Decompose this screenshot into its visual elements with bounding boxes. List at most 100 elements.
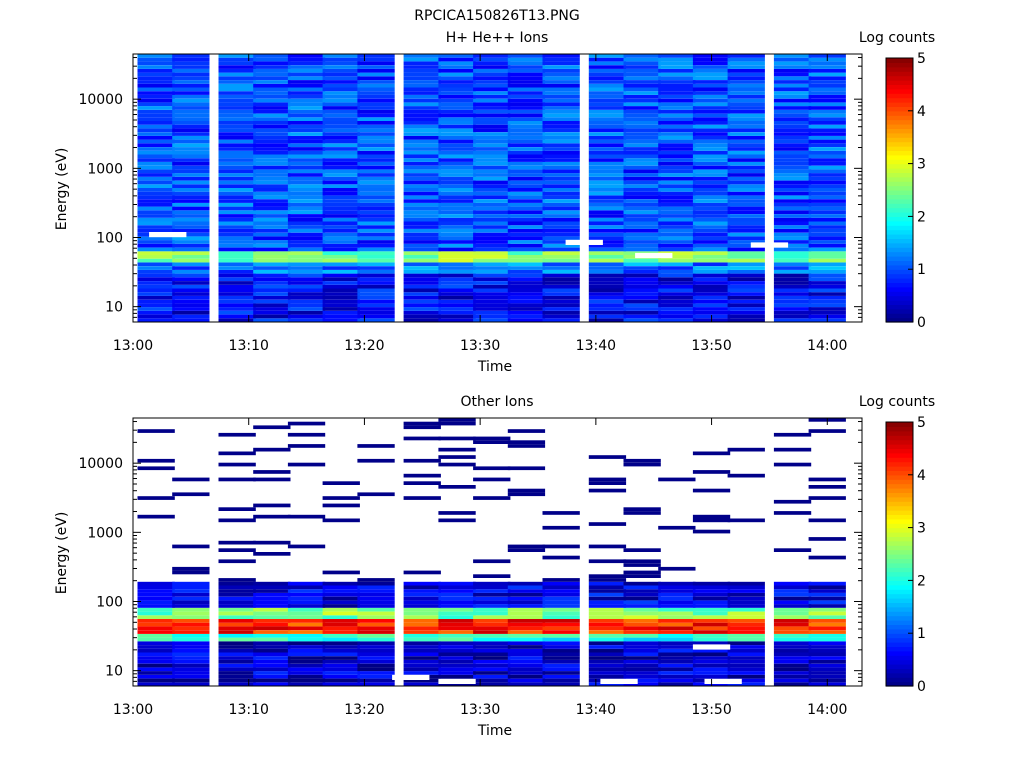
heatmap-cell <box>588 667 627 672</box>
heatmap-cell <box>218 656 256 660</box>
colorbar-swatch <box>886 523 913 529</box>
heatmap-cell <box>588 314 627 319</box>
heatmap-cell <box>773 68 812 73</box>
heatmap-cell <box>253 447 291 452</box>
heatmap-cell <box>218 128 256 133</box>
heatmap-cell <box>773 548 812 552</box>
heatmap-cell <box>253 648 291 653</box>
heatmap-cell <box>808 258 846 263</box>
heatmap-cell <box>287 581 326 586</box>
heatmap-cell <box>287 262 326 267</box>
heatmap-cell <box>438 318 476 322</box>
heatmap-cell <box>137 76 175 80</box>
heatmap-cell <box>172 154 210 159</box>
x-tick-label: 13:20 <box>344 338 384 354</box>
axis-marks: 13:00 13:10 13:20 13:30 13:40 13:50 14:0010100… <box>78 53 863 354</box>
heatmap-cell <box>692 585 731 590</box>
heatmap-cell <box>542 295 580 300</box>
heatmap-cell <box>773 135 812 140</box>
heatmap-cell <box>507 318 546 322</box>
heatmap-cell <box>438 281 476 285</box>
heatmap-cell <box>357 106 395 110</box>
heatmap-cell <box>473 199 511 203</box>
heatmap-cell <box>438 659 476 664</box>
heatmap-cell <box>218 206 256 211</box>
heatmap-cell <box>623 462 661 467</box>
colorbar-swatch <box>886 492 913 498</box>
heatmap-cell <box>773 80 812 84</box>
heatmap-cell <box>322 292 360 296</box>
heatmap-cell <box>692 266 731 270</box>
heatmap-cell <box>322 72 360 77</box>
colorbar-swatch <box>886 220 913 226</box>
colorbar-swatch <box>886 172 913 178</box>
heatmap-cell <box>357 158 395 162</box>
heatmap-cell <box>588 488 627 493</box>
heatmap-cell <box>507 310 546 315</box>
heatmap-cell <box>218 682 256 686</box>
heatmap-cell <box>137 307 175 311</box>
heatmap-cell <box>287 303 326 308</box>
colorbar-swatch <box>886 540 913 546</box>
heatmap-cell <box>438 132 476 136</box>
heatmap-cell <box>658 262 696 267</box>
heatmap-cell <box>137 678 175 683</box>
heatmap-cell <box>623 663 661 668</box>
y-tick-label: 10000 <box>78 456 123 472</box>
heatmap-cell <box>808 273 846 278</box>
heatmap-cell <box>507 94 546 99</box>
heatmap-cell <box>658 128 696 133</box>
heatmap-cell <box>623 615 661 619</box>
heatmap-cell <box>322 671 360 675</box>
heatmap-cell <box>588 206 627 211</box>
heatmap-cell <box>727 295 765 300</box>
heatmap-cell <box>773 581 812 586</box>
heatmap-cell <box>218 132 256 136</box>
heatmap-cell <box>623 184 661 188</box>
heatmap-cell <box>357 674 395 679</box>
heatmap-cell <box>473 87 511 92</box>
heatmap-cell <box>287 674 326 679</box>
heatmap-cell <box>808 102 846 107</box>
heatmap-cell <box>692 150 731 155</box>
heatmap-cell <box>507 57 546 62</box>
heatmap-cell <box>403 648 441 653</box>
heatmap-cell <box>692 76 731 80</box>
heatmap-cell <box>808 117 846 121</box>
heatmap-cell <box>403 281 441 285</box>
heatmap-cell <box>438 592 476 597</box>
heatmap-cell <box>253 165 291 170</box>
heatmap-cell <box>588 645 627 649</box>
colorbar-frame <box>885 421 914 687</box>
heatmap-cell <box>403 94 441 99</box>
heatmap-cell <box>172 318 210 322</box>
heatmap-cell <box>588 251 627 255</box>
heatmap-cell <box>357 98 395 103</box>
heatmap-cell <box>438 604 476 608</box>
heatmap-cell <box>322 147 360 151</box>
heatmap-cell <box>588 57 627 62</box>
heatmap-cell <box>438 247 476 252</box>
heatmap-cell <box>357 284 395 289</box>
heatmap-cell <box>658 91 696 95</box>
heatmap-cell <box>253 247 291 252</box>
heatmap-cell <box>473 299 511 304</box>
heatmap-cell <box>658 667 696 672</box>
colorbar-swatch <box>886 84 913 90</box>
heatmap-cell <box>773 663 812 668</box>
heatmap-cell <box>727 273 765 278</box>
heatmap-cell <box>588 184 627 188</box>
heatmap-cell <box>403 288 441 293</box>
heatmap-cell <box>507 206 546 211</box>
heatmap-cell <box>473 284 511 289</box>
heatmap-cell <box>727 206 765 211</box>
heatmap-cell <box>357 626 395 631</box>
heatmap-cell <box>357 240 395 244</box>
heatmap-cell <box>438 645 476 649</box>
heatmap-cell <box>623 295 661 300</box>
heatmap-cell <box>438 447 476 452</box>
colorbar-tick-label: 5 <box>917 51 926 67</box>
heatmap-cell <box>542 54 580 58</box>
heatmap-cell <box>218 578 256 582</box>
heatmap-cell <box>218 135 256 140</box>
